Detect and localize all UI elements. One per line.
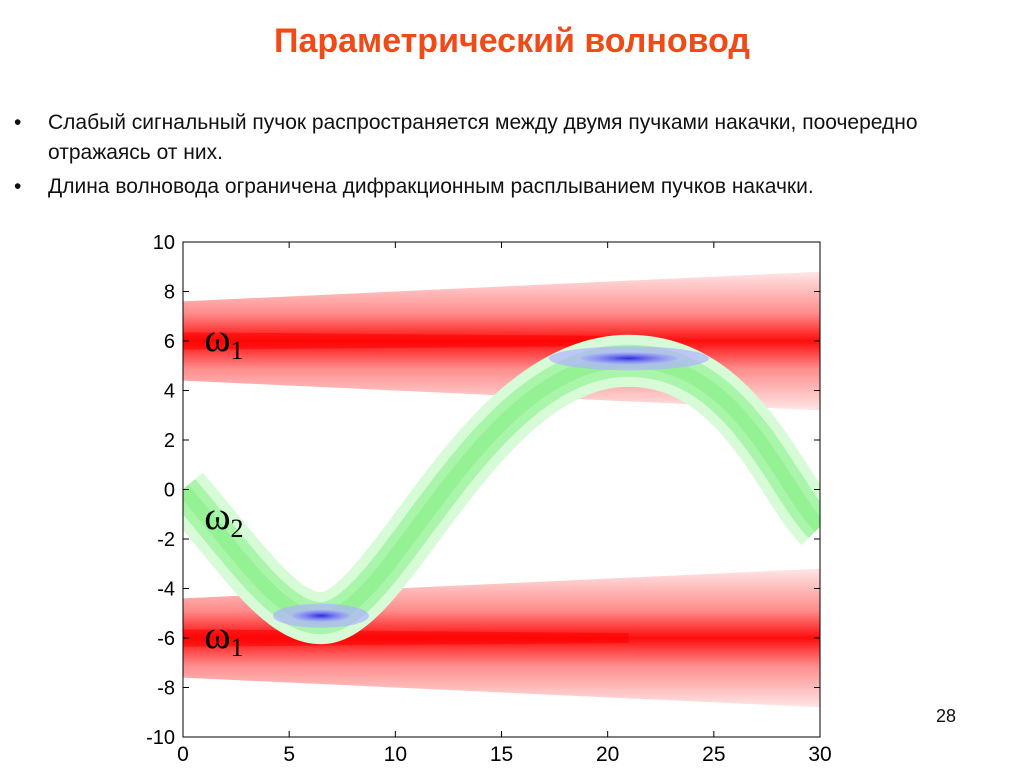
- bullet-marker: •: [14, 175, 22, 198]
- y-tick-label: -10: [146, 727, 175, 749]
- y-tick-label: -2: [157, 529, 175, 551]
- x-tick-label: 25: [702, 743, 725, 766]
- omega-label: ω1: [204, 612, 243, 662]
- y-tick-label: 6: [164, 331, 175, 353]
- omega-subscript: 2: [231, 514, 244, 543]
- reflection-zone-core: [292, 609, 350, 622]
- signal-beam-core: [183, 353, 820, 626]
- omega-subscript: 1: [231, 336, 244, 365]
- reflection-zone-core: [580, 352, 677, 365]
- x-tick-label: 0: [177, 743, 189, 766]
- omega-symbol: ω: [204, 315, 230, 360]
- omega-symbol: ω: [204, 612, 230, 657]
- x-tick-label: 20: [596, 743, 619, 766]
- y-tick-label: -4: [157, 579, 175, 601]
- bullet-item: • Слабый сигнальный пучок распространяет…: [14, 108, 1004, 168]
- y-tick-label: -6: [157, 628, 175, 650]
- x-tick-label: 15: [490, 743, 513, 766]
- omega-label: ω2: [204, 493, 243, 543]
- bullet-item: • Длина волновода ограничена дифракционн…: [14, 172, 1004, 202]
- omega-subscript: 1: [231, 633, 244, 662]
- bullet-text: Длина волновода ограничена дифракционным…: [48, 175, 814, 198]
- y-tick-label: 2: [164, 430, 175, 452]
- omega-label: ω1: [204, 315, 243, 365]
- bullet-list: • Слабый сигнальный пучок распространяет…: [14, 108, 1004, 206]
- slide-title: Параметрический волновод: [274, 22, 750, 60]
- y-tick-label: 0: [164, 480, 175, 502]
- y-tick-label: 8: [164, 282, 175, 304]
- plot-area: [183, 271, 820, 708]
- y-tick-label: -8: [157, 678, 175, 700]
- x-tick-label: 30: [808, 743, 831, 766]
- x-tick-label: 5: [283, 743, 295, 766]
- y-tick-label: 4: [164, 381, 175, 403]
- page-number: 28: [936, 706, 957, 726]
- x-tick-label: 10: [384, 743, 407, 766]
- bullet-marker: •: [14, 111, 22, 134]
- omega-symbol: ω: [204, 493, 230, 538]
- bullet-text: Слабый сигнальный пучок распространяется…: [48, 111, 918, 164]
- pump-beam-core: [183, 332, 629, 350]
- y-tick-label: 10: [153, 232, 175, 254]
